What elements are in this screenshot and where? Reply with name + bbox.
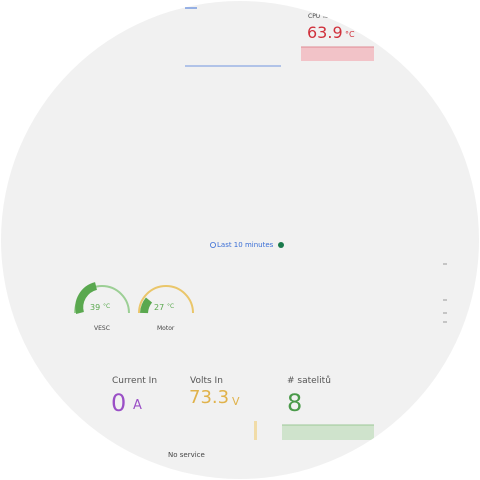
gauge-unit: °C: [167, 303, 175, 310]
cpu-area: [301, 47, 374, 61]
sat-area: [282, 425, 374, 440]
stat-value: 73.3: [189, 387, 230, 408]
clock-icon: [209, 241, 216, 248]
gauge-label: VESC: [94, 325, 110, 332]
cpu-value: 63.9: [307, 23, 343, 42]
cpu-unit: °C: [345, 30, 355, 39]
gauge-value: 27: [154, 303, 165, 312]
cpu-label: CPU Tem: [308, 13, 335, 20]
gauge-label: Motor: [157, 325, 175, 332]
stat-label: Volts In: [190, 376, 223, 386]
stat-value: 0: [111, 389, 127, 417]
live-dot: [278, 242, 284, 248]
status-text: No service: [168, 451, 205, 459]
gauge-unit: °C: [103, 303, 111, 310]
stat-value: 8: [287, 389, 303, 417]
gauge-fill: [140, 297, 153, 314]
stat-label: # satelitů: [287, 376, 331, 386]
gauge-fill: [75, 282, 98, 315]
volts-bar: [254, 421, 257, 440]
stat-label: Current In: [112, 376, 158, 386]
gauge-arc: [138, 285, 194, 314]
side-ticks: [443, 263, 447, 323]
time-range[interactable]: Last 10 minutes: [217, 241, 274, 249]
stat-unit: V: [232, 395, 240, 408]
stat-unit: A: [133, 398, 142, 413]
gauge-value: 39: [90, 303, 101, 312]
